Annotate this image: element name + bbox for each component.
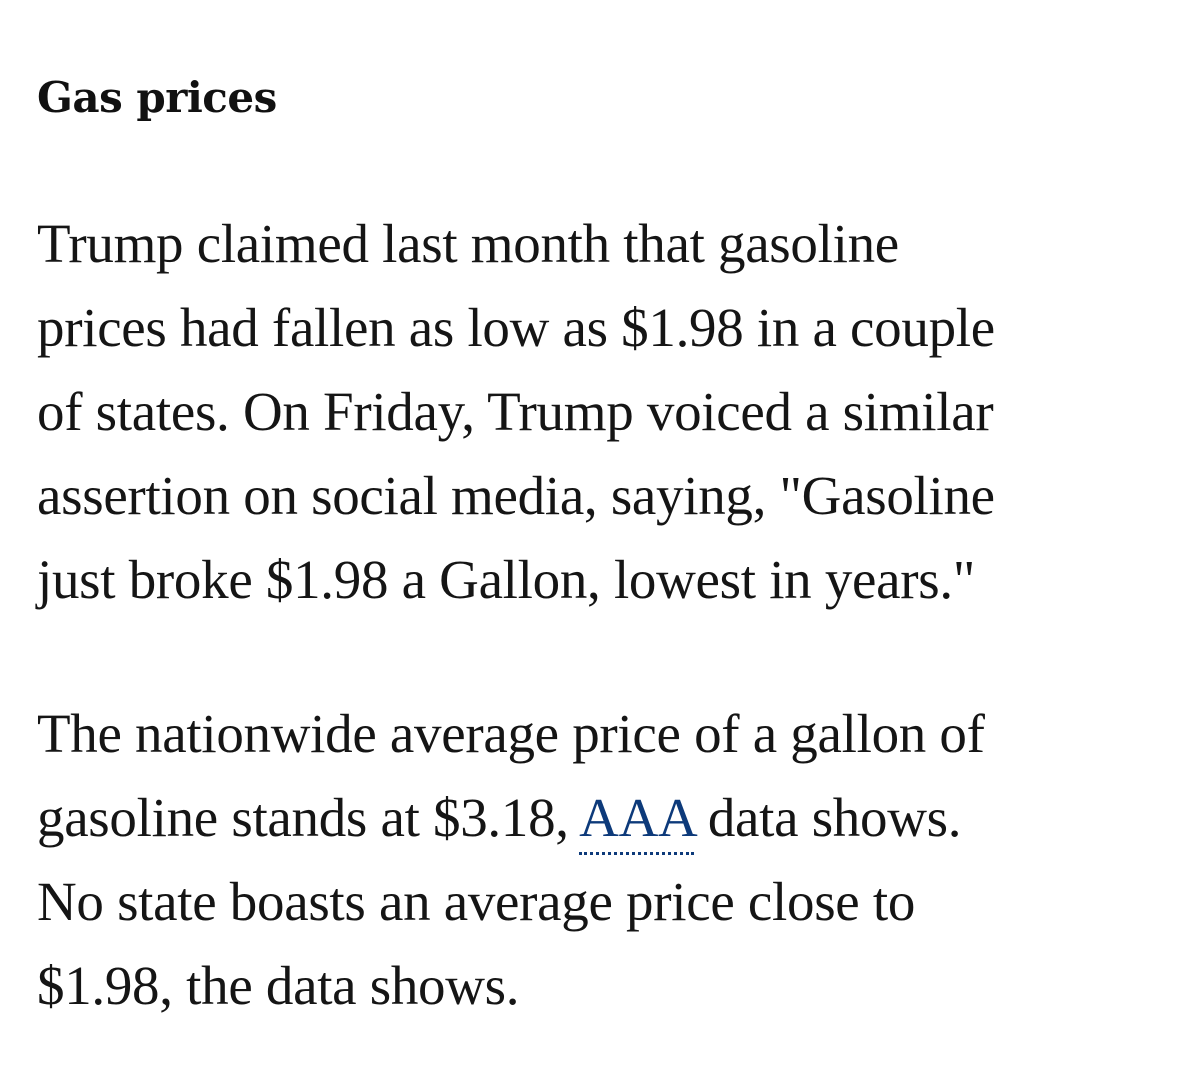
paragraph-line: Trump claimed last month that gasoline	[37, 213, 899, 274]
paragraph-line: prices had fallen as low as $1.98 in a c…	[37, 297, 995, 358]
line-text: data shows.	[694, 787, 962, 848]
section-heading: Gas prices	[37, 73, 277, 122]
line-text: gasoline stands at $3.18,	[37, 787, 580, 848]
paragraph-line: of states. On Friday, Trump voiced a sim…	[37, 381, 994, 442]
aaa-link[interactable]: AAA	[579, 787, 695, 855]
paragraph-line: The nationwide average price of a gallon…	[37, 703, 985, 764]
paragraph-gas-claim: Trump claimed last month that gasoline p…	[37, 202, 995, 622]
paragraph-national-average: The nationwide average price of a gallon…	[37, 692, 985, 1028]
paragraph-line: gasoline stands at $3.18, AAA data shows…	[37, 776, 985, 860]
paragraph-line: $1.98, the data shows.	[37, 955, 520, 1016]
paragraph-line: No state boasts an average price close t…	[37, 871, 916, 932]
paragraph-line: just broke $1.98 a Gallon, lowest in yea…	[37, 549, 975, 610]
paragraph-line: assertion on social media, saying, "Gaso…	[37, 465, 995, 526]
